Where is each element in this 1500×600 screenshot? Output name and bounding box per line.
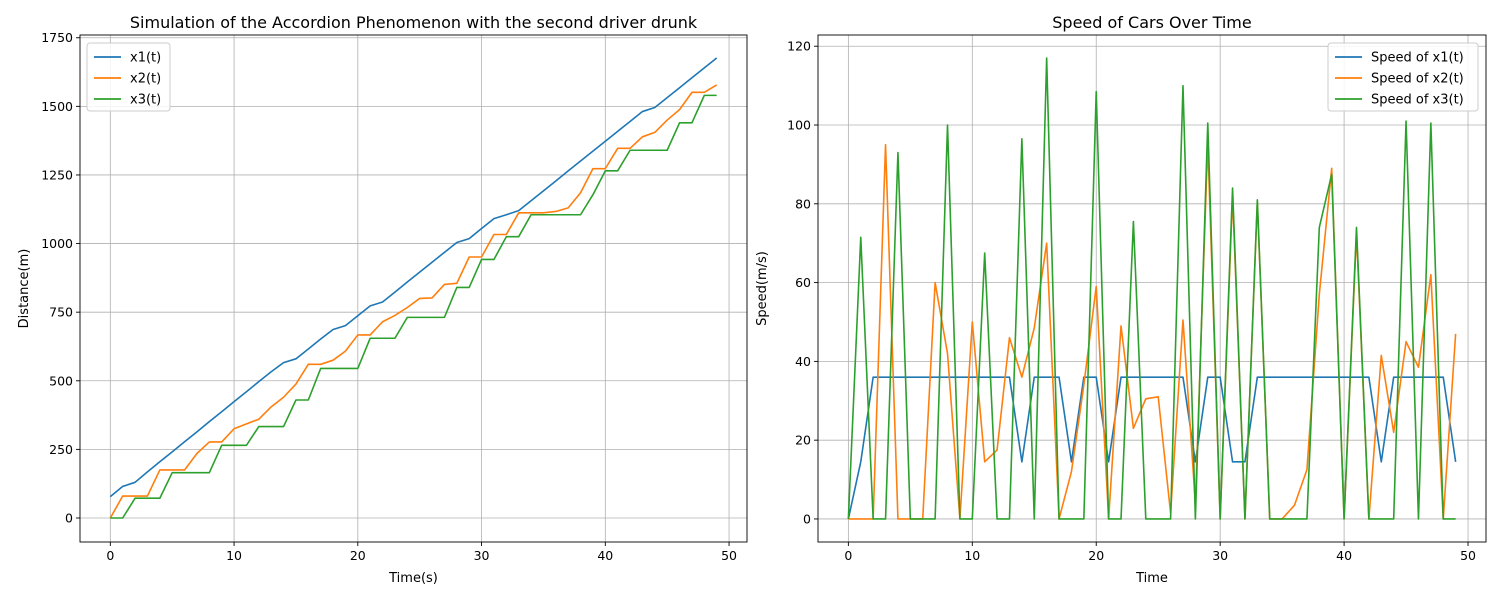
series-line-3 [847,57,1456,520]
series-line-1 [109,57,718,498]
legend-label: Speed of x3(t) [1371,93,1464,108]
y-tick-label: 60 [795,275,811,290]
chart-title: Speed of Cars Over Time [1052,13,1251,32]
x-tick-label: 40 [1336,548,1352,563]
x-tick-label: 30 [1212,548,1228,563]
x-tick-label: 10 [226,548,242,563]
distance-chart: 0 10 20 30 40 5002505007501000125015001750Sim… [17,13,748,586]
speed-chart: 0 10 20 30 40 50 0 20 40 60 80 100 120 Speed of Cars … [755,13,1487,586]
legend-label: x3(t) [130,93,161,108]
legend-label: x1(t) [130,51,161,66]
y-tick-label: 80 [795,196,811,211]
x-tick-label: 50 [721,548,737,563]
legend-label: x2(t) [130,72,161,87]
series-line-2 [109,84,718,519]
y-axis-label: Distance(m) [17,249,32,329]
y-tick-label: 1250 [41,167,73,182]
y-tick-label: 500 [49,373,73,388]
plot-frame [79,34,748,543]
x-tick-label: 30 [474,548,490,563]
series-line-3 [110,94,717,519]
x-tick-label: 0 [106,548,114,563]
x-tick-label: 40 [597,548,613,563]
chart-title: Simulation of the Accordion Phenomenon w… [130,13,698,32]
y-tick-label: 20 [795,433,811,448]
y-tick-label: 1500 [41,99,73,114]
y-tick-label: 1750 [41,30,73,45]
x-tick-label: 20 [1088,548,1104,563]
y-tick-label: 750 [49,305,73,320]
y-tick-label: 0 [65,510,73,525]
y-axis-label: Speed(m/s) [755,251,770,326]
legend-label: Speed of x1(t) [1371,51,1464,66]
x-axis-label: Time [1135,571,1168,586]
x-axis-label: Time(s) [388,571,438,586]
y-tick-label: 1000 [41,236,73,251]
y-tick-label: 120 [787,39,811,54]
x-tick-label: 10 [964,548,980,563]
x-tick-label: 0 [844,548,852,563]
legend-box [1327,42,1479,112]
x-tick-label: 20 [350,548,366,563]
x-tick-label: 50 [1460,548,1476,563]
legend-label: Speed of x2(t) [1371,72,1464,87]
y-tick-label: 250 [49,442,73,457]
legend: Speed of x1(t) Speed of x2(t) Speed of x3(… [1327,42,1479,112]
y-tick-label: 40 [795,354,811,369]
y-tick-label: 0 [803,511,811,526]
legend: x1(t) x2(t) x3(t) [86,42,171,112]
legend-box [86,42,171,112]
plot-frame [817,34,1487,543]
y-tick-label: 100 [787,118,811,133]
